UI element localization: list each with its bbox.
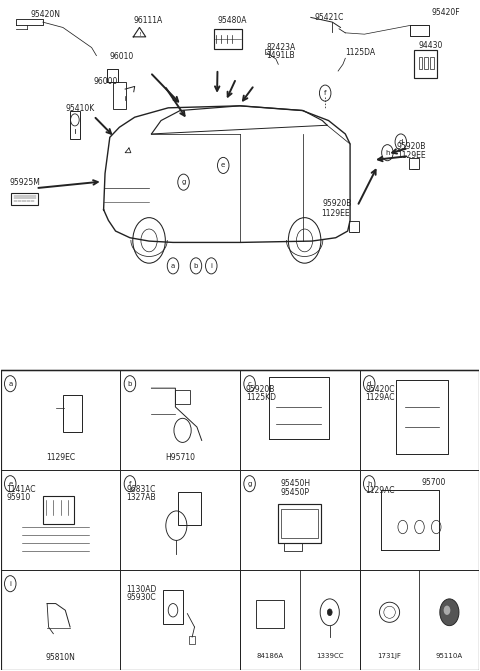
Text: 96000: 96000 [93,76,118,86]
Text: d: d [367,380,372,386]
Text: e: e [221,162,226,168]
Text: 95410K: 95410K [65,103,95,113]
Text: a: a [171,263,175,269]
Text: 1129AC: 1129AC [365,393,395,403]
Text: 96111A: 96111A [134,17,163,25]
Text: g: g [181,179,186,185]
Text: 1129AC: 1129AC [365,486,395,495]
Text: 94430: 94430 [418,40,443,50]
Text: 95110A: 95110A [436,654,463,660]
Text: 96010: 96010 [110,52,134,61]
Text: 95480A: 95480A [217,17,247,25]
Text: 1125DA: 1125DA [345,48,375,57]
Text: 95910: 95910 [6,493,31,503]
Text: 1125KD: 1125KD [246,393,276,403]
Text: 95420C: 95420C [365,384,395,394]
Text: 95930C: 95930C [126,593,156,603]
Text: 95920B: 95920B [397,142,426,151]
Text: b: b [128,380,132,386]
Text: 95700: 95700 [422,478,446,487]
Text: e: e [8,480,12,486]
Text: 1339CC: 1339CC [316,654,344,660]
Text: 95421C: 95421C [314,13,344,22]
Text: 1129EC: 1129EC [46,453,75,462]
Text: f: f [129,480,131,486]
Text: 1491LB: 1491LB [266,51,295,60]
Text: 1129EE: 1129EE [397,151,426,160]
Text: 95450H: 95450H [281,479,311,488]
Text: 95450P: 95450P [281,488,310,497]
Text: 95920B: 95920B [246,384,275,394]
Text: 1141AC: 1141AC [6,484,36,494]
Circle shape [440,599,459,625]
Text: 1731JF: 1731JF [378,654,402,660]
Text: h: h [367,480,372,486]
Text: f: f [324,90,326,96]
Text: 95920B: 95920B [323,199,352,208]
Text: 95925M: 95925M [9,178,40,187]
Text: i: i [210,263,212,269]
Text: 84186A: 84186A [256,654,284,660]
Text: h: h [385,150,390,156]
Text: g: g [247,480,252,486]
Text: !: ! [138,32,141,37]
Bar [0,370,480,670]
Text: 82423A: 82423A [266,42,296,52]
Text: 1130AD: 1130AD [126,584,156,594]
Text: i: i [9,580,11,586]
Text: H95710: H95710 [165,453,195,462]
Text: 95420F: 95420F [432,9,460,17]
Text: a: a [8,380,12,386]
Text: 95420N: 95420N [31,11,61,19]
Circle shape [327,609,332,615]
Text: 96831C: 96831C [126,484,156,494]
Text: 1129EE: 1129EE [322,209,350,218]
Text: c: c [248,380,252,386]
Text: 95810N: 95810N [46,653,75,662]
Text: b: b [194,263,198,269]
Circle shape [444,605,450,615]
Text: 1327AB: 1327AB [126,493,156,503]
Text: d: d [398,139,403,145]
